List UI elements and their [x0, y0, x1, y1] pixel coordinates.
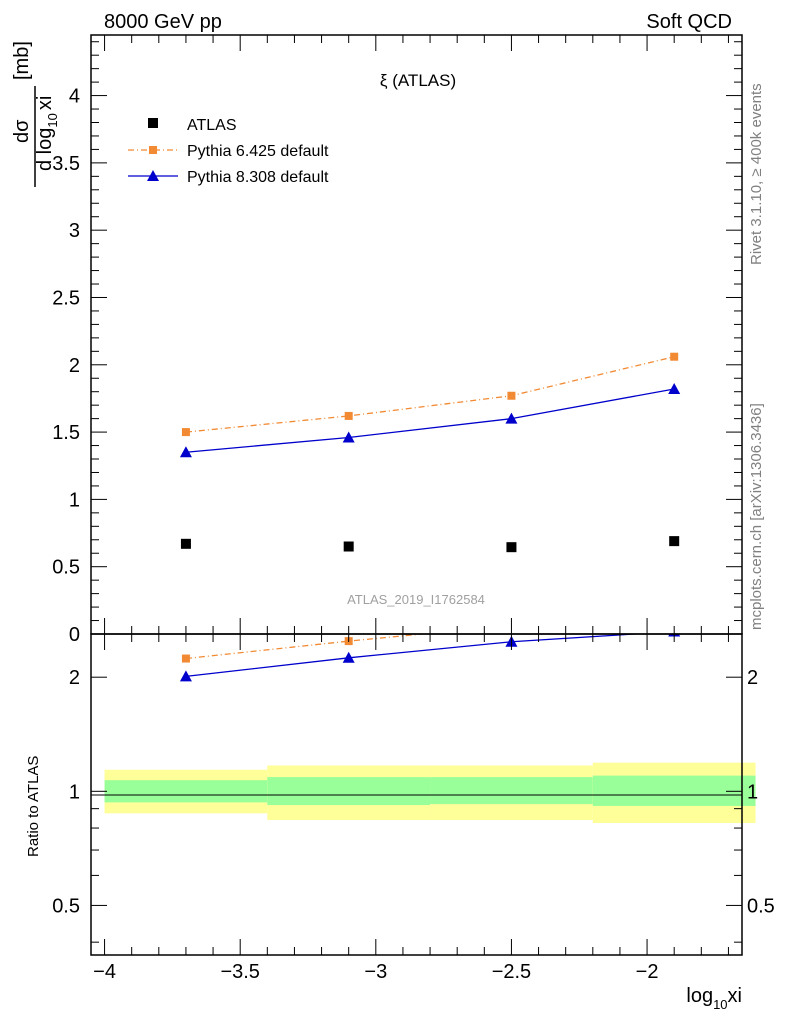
ratio-tick-label-right: 1	[747, 781, 758, 803]
pythia6-line	[185, 356, 675, 433]
uncertainty-bands	[104, 762, 756, 823]
ratio-tick-label-right: 2	[747, 667, 758, 689]
y-tick-label: 2	[69, 355, 80, 377]
pythia6-point-1	[344, 411, 353, 420]
x-tick-label: −2	[636, 961, 659, 983]
pythia6-point-2	[507, 391, 516, 400]
rivet-label: Rivet 3.1.10, ≥ 400k events	[748, 83, 765, 265]
pythia6-point-0	[181, 428, 190, 437]
pythia8-point-3	[668, 383, 681, 395]
ratio-tick-label-left: 2	[69, 667, 80, 689]
y-tick-label: 4	[69, 86, 80, 108]
legend-pythia6-marker	[149, 146, 157, 154]
pythia8-line	[185, 388, 675, 453]
legend-pythia6-label: Pythia 6.425 default	[187, 143, 329, 160]
y-tick-labels: 0 0.5 1 1.5 2 2.5 3 3.5 4	[52, 86, 80, 646]
y-label-denominator: d log	[34, 128, 56, 171]
x-label-subscript: 10	[713, 997, 727, 1012]
x-tick-label: −3.5	[220, 961, 259, 983]
band-inner-0	[104, 780, 268, 803]
legend-atlas-marker	[148, 118, 158, 128]
ratio-y-label: Ratio to ATLAS	[25, 756, 42, 857]
atlas-point-2	[506, 542, 517, 553]
y-tick-label: 0	[69, 624, 80, 646]
y-tick-label: 0.5	[52, 557, 80, 579]
y-label-unit: [mb]	[11, 41, 33, 80]
plot-title: ξ (ATLAS)	[380, 71, 456, 90]
pythia6-point-3	[670, 352, 679, 361]
pythia6-ratio-point-3	[670, 607, 678, 615]
ratio-tick-labels: 0.5 0.5 1 1 2 2	[52, 667, 775, 917]
svg-text:d log10xi: d log10 xi	[34, 96, 60, 171]
ratio-plot-series	[179, 607, 681, 682]
x-tick-labels: −4 −3.5 −3 −2.5 −2	[93, 961, 658, 983]
header-right: Soft QCD	[646, 11, 732, 33]
pythia8-point-0	[179, 446, 192, 458]
x-label-main: log	[686, 985, 713, 1007]
y-axis-label: dσ d log10 xi [mb]	[11, 41, 60, 187]
atlas-point-0	[180, 538, 191, 549]
analysis-watermark: ATLAS_2019_I1762584	[347, 592, 485, 607]
mcplots-label: mcplots.cern.ch [arXiv:1306.3436]	[748, 403, 765, 630]
band-inner-2	[430, 777, 593, 805]
x-tick-label: −4	[93, 961, 116, 983]
y-label-tail: xi	[34, 96, 56, 110]
y-tick-label: 3.5	[52, 153, 80, 175]
x-tick-label: −3	[364, 961, 387, 983]
y-tick-label: 2.5	[52, 287, 80, 309]
legend-pythia8-label: Pythia 8.308 default	[187, 169, 329, 186]
pythia6-ratio-line	[185, 634, 429, 660]
y-tick-label: 1.5	[52, 422, 80, 444]
svg-text:log10xi: log10xi	[686, 985, 742, 1012]
band-inner-3	[592, 775, 756, 806]
y-tick-label: 1	[69, 489, 80, 511]
legend-pythia8-marker	[147, 170, 159, 181]
pythia8-ratio-point-0	[179, 670, 192, 682]
pythia8-point-2	[505, 412, 518, 424]
atlas-point-3	[669, 536, 680, 547]
ratio-tick-label-left: 1	[69, 781, 80, 803]
ratio-tick-label-left: 0.5	[52, 895, 80, 917]
y-tick-label: 3	[69, 220, 80, 242]
atlas-point-1	[343, 541, 354, 552]
x-tick-label: −2.5	[492, 961, 531, 983]
legend: ATLAS Pythia 6.425 default Pythia 8.308 …	[128, 117, 329, 186]
x-label-tail: xi	[728, 985, 742, 1007]
legend-atlas-label: ATLAS	[187, 117, 237, 134]
pythia6-ratio-point-0	[181, 654, 190, 663]
y-label-numerator: dσ	[11, 119, 33, 143]
pythia8-ratio-point-1	[342, 651, 355, 663]
band-inner-1	[267, 777, 431, 806]
y-label-subscript: 10	[45, 113, 60, 127]
axis-ticks	[91, 35, 742, 955]
header-left: 8000 GeV pp	[104, 11, 222, 33]
ratio-plot-frame	[90, 633, 743, 956]
pythia8-point-1	[342, 431, 355, 443]
ratio-tick-label-right: 0.5	[747, 895, 775, 917]
main-plot-series	[179, 352, 681, 553]
